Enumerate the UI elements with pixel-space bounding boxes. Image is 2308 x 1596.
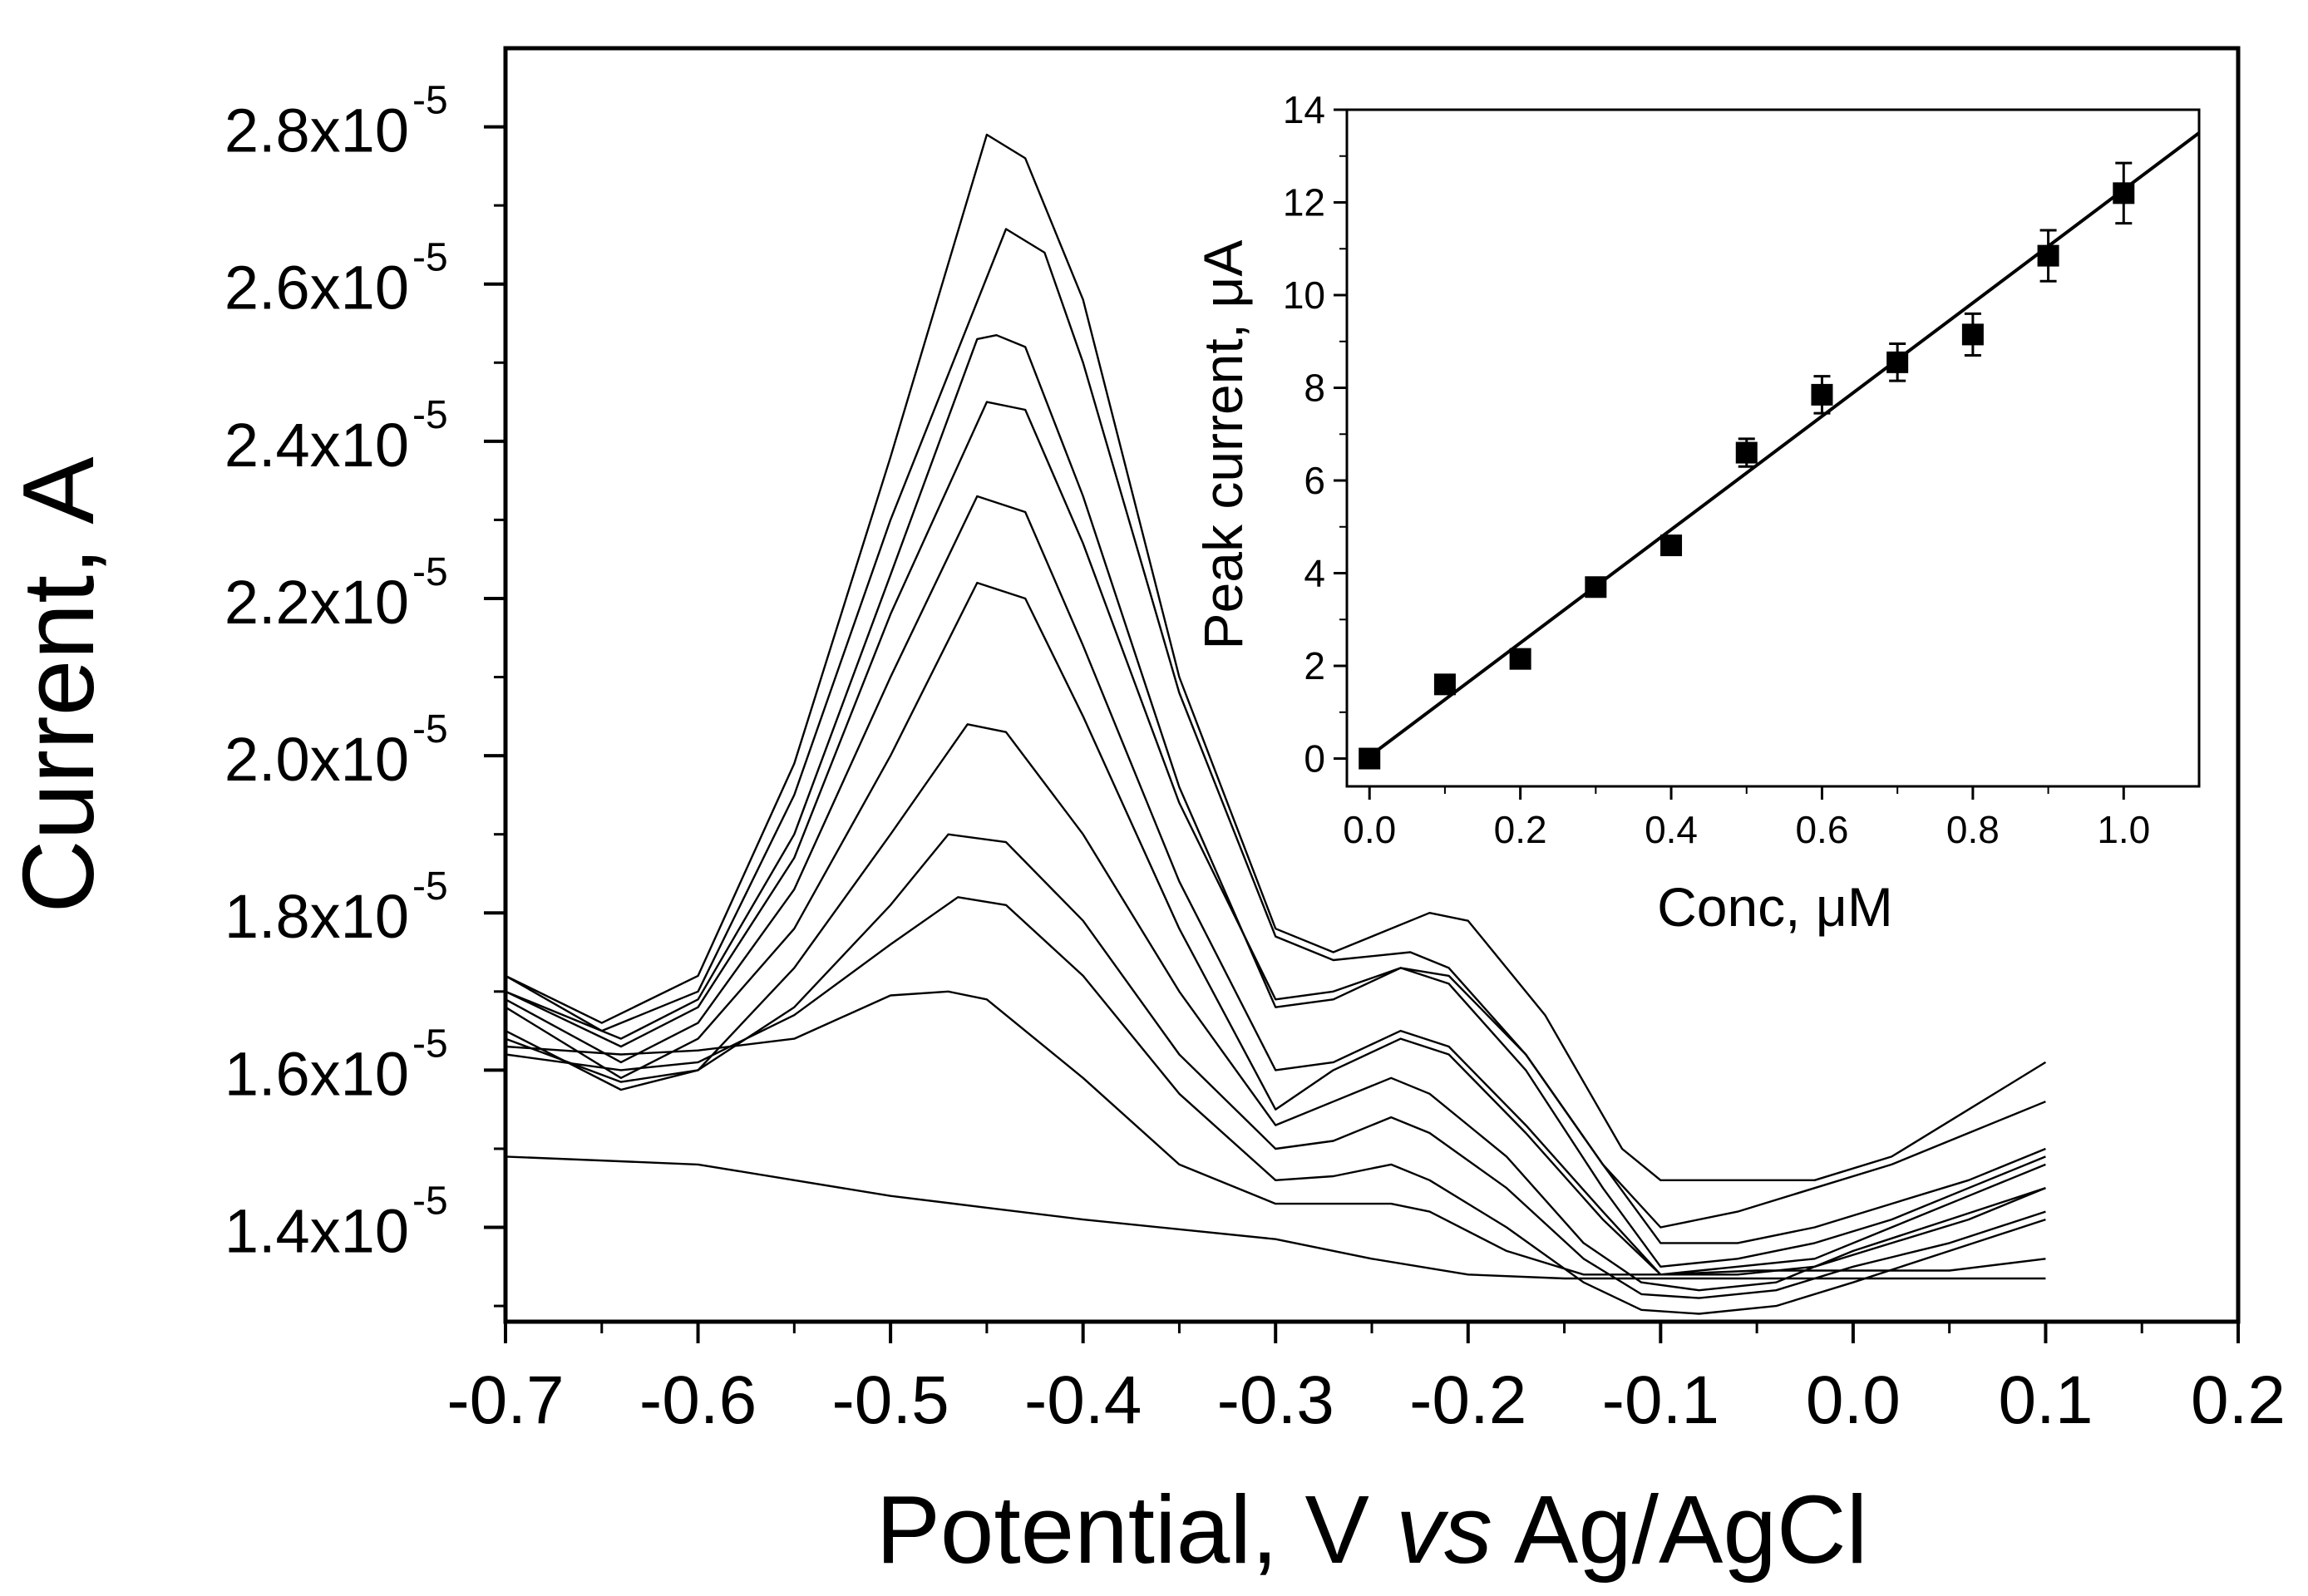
- inset-data-point: [2113, 182, 2135, 204]
- current-curve-1: [505, 1155, 2046, 1280]
- inset-plot-frame: [1345, 108, 2201, 788]
- current-curve-6: [505, 581, 2046, 1276]
- inset-y-tick-label: 4: [1304, 552, 1325, 595]
- current-curve-8: [505, 401, 2046, 1268]
- main-y-tick-exponent: -5: [412, 79, 448, 123]
- inset-x-axis-title: Conc, μM: [1657, 876, 1893, 938]
- main-x-ticks: -0.7 -0.6 -0.5 -0.4 -0.3 -0.2 -0.1 0.0 0.1 0.2: [446, 1322, 2286, 1438]
- inset-data-point: [1660, 534, 1683, 557]
- inset-y-axis-title: Peak current, μA: [1192, 240, 1254, 650]
- main-x-tick-label: -0.2: [1409, 1362, 1526, 1438]
- inset-x-tick-label: 0.2: [1494, 808, 1547, 851]
- inset-data-point: [1585, 576, 1607, 598]
- main-y-tick-exponent: -5: [412, 864, 448, 909]
- current-curve-11: [505, 133, 2047, 1182]
- inset-x-tick-label: 1.0: [2097, 808, 2150, 851]
- main-y-tick-label: 1.4x10: [224, 1197, 409, 1266]
- inset-y-tick-label: 12: [1283, 181, 1325, 224]
- current-curve-9: [505, 334, 2046, 1244]
- main-x-tick-label: -0.4: [1024, 1362, 1142, 1438]
- main-y-tick-exponent: -5: [412, 550, 448, 594]
- main-y-tick-exponent: -5: [412, 1180, 448, 1224]
- main-x-tick-label: 0.1: [1998, 1362, 2093, 1438]
- main-y-tick-exponent: -5: [412, 707, 448, 751]
- inset-data-point: [1811, 383, 1833, 406]
- inset-y-tick-label: 2: [1304, 644, 1325, 687]
- main-chart: -0.7 -0.6 -0.5 -0.4 -0.3 -0.2 -0.1 0.0 0.1 0.2 1.…: [2, 46, 2286, 1584]
- inset-x-tick-label: 0.6: [1795, 808, 1848, 851]
- main-x-axis-title: Potential, V vs Ag/AgCl: [876, 1475, 1868, 1584]
- main-y-tick-label: 2.0x10: [224, 725, 409, 794]
- main-x-tick-label: -0.1: [1602, 1362, 1719, 1438]
- inset-x-tick-label: 0.0: [1343, 808, 1396, 851]
- inset-data-point: [1735, 441, 1758, 464]
- main-y-tick-label: 1.8x10: [224, 882, 409, 951]
- inset-fit-line: [1369, 131, 2201, 758]
- main-y-tick-exponent: -5: [412, 236, 448, 280]
- current-curve-3: [505, 896, 2046, 1315]
- inset-points: [1359, 161, 2135, 770]
- inset-y-ticks: 0 2 4 6 8 10 12 14: [1283, 88, 1347, 781]
- main-x-tick-label: 0.2: [2191, 1362, 2286, 1438]
- inset-data-point: [1509, 648, 1531, 670]
- main-y-tick-exponent: -5: [412, 393, 448, 437]
- main-y-tick-label: 2.6x10: [224, 254, 409, 323]
- inset-x-tick-label: 0.4: [1645, 808, 1698, 851]
- main-y-ticks: 1.4x10 -51.6x10 -51.8x10 -52.0x10 -52.2x10 -5…: [224, 79, 505, 1308]
- inset-data-point: [1886, 351, 1909, 373]
- inset-y-tick-label: 14: [1283, 88, 1325, 131]
- inset-y-tick-label: 10: [1283, 273, 1325, 317]
- main-x-tick-label: -0.7: [446, 1362, 564, 1438]
- current-curve-4: [505, 833, 2046, 1299]
- inset-x-ticks: 0.0 0.2 0.4 0.6 0.8 1.0: [1343, 786, 2150, 851]
- main-x-tick-label: -0.5: [831, 1362, 949, 1438]
- inset-data-point: [1359, 747, 1381, 770]
- main-y-tick-exponent: -5: [412, 1022, 448, 1066]
- inset-y-tick-label: 0: [1304, 737, 1325, 781]
- main-curves: [505, 133, 2047, 1315]
- inset-y-tick-label: 8: [1304, 367, 1325, 410]
- current-curve-5: [505, 723, 2046, 1292]
- current-curve-7: [505, 495, 2046, 1276]
- main-y-tick-label: 2.2x10: [224, 568, 409, 637]
- main-y-tick-label: 2.4x10: [224, 411, 409, 480]
- main-y-tick-label: 2.8x10: [224, 96, 409, 165]
- main-x-tick-label: 0.0: [1806, 1362, 1901, 1438]
- inset-data-point: [2037, 244, 2059, 267]
- main-y-axis-title: Current, A: [2, 456, 115, 914]
- inset-data-point: [1961, 323, 1984, 346]
- inset-data-point: [1433, 673, 1456, 696]
- current-curve-10: [505, 228, 2046, 1229]
- main-x-tick-label: -0.3: [1217, 1362, 1334, 1438]
- inset-x-tick-label: 0.8: [1946, 808, 2000, 851]
- inset-y-tick-label: 6: [1304, 459, 1325, 502]
- current-curve-2: [505, 990, 2046, 1276]
- main-y-tick-label: 1.6x10: [224, 1039, 409, 1108]
- main-x-tick-label: -0.6: [639, 1362, 757, 1438]
